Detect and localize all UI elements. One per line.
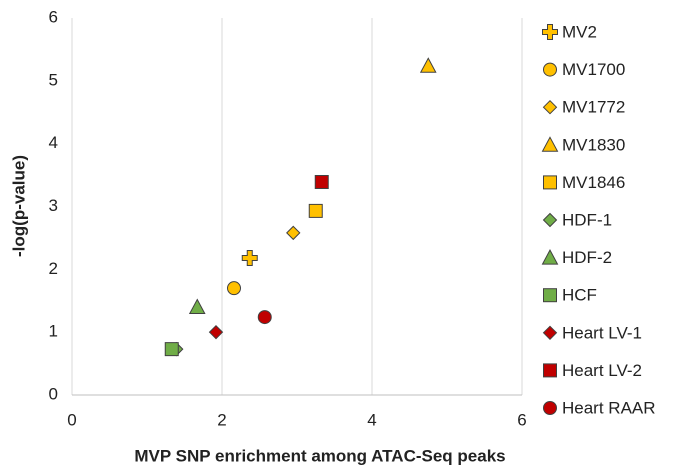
point — [241, 250, 258, 267]
point — [257, 310, 272, 325]
x-tick-label: 6 — [517, 410, 526, 429]
y-tick-label: 0 — [49, 384, 58, 403]
y-tick-label: 4 — [49, 133, 58, 152]
y-tick-label: 2 — [49, 259, 58, 278]
x-tick-label: 0 — [67, 410, 76, 429]
legend-label: HDF-2 — [562, 248, 612, 267]
legend-marker — [543, 363, 557, 378]
legend-marker — [541, 249, 559, 265]
point — [188, 298, 206, 315]
legend-marker — [542, 99, 558, 115]
point — [314, 174, 329, 189]
y-tick-label: 3 — [49, 196, 58, 215]
x-tick-label: 2 — [217, 410, 226, 429]
y-tick-label: 1 — [49, 322, 58, 341]
legend-marker — [541, 136, 559, 152]
legend-marker — [542, 325, 558, 341]
x-tick-label: 4 — [367, 410, 376, 429]
legend-marker — [542, 24, 558, 40]
legend-marker — [542, 212, 558, 228]
legend-marker — [543, 288, 557, 303]
legend-label: MV1772 — [562, 98, 625, 117]
x-axis-title: MVP SNP enrichment among ATAC-Seq peaks — [134, 446, 505, 465]
point — [286, 225, 301, 241]
legend-marker — [543, 175, 557, 190]
legend-marker — [543, 62, 557, 77]
y-tick-label: 5 — [49, 70, 58, 89]
y-axis-title: -log(p-value) — [9, 155, 28, 257]
legend-label: HDF-1 — [562, 210, 612, 229]
point — [419, 57, 437, 73]
point — [164, 342, 179, 357]
legend-label: Heart RAAR — [562, 398, 656, 417]
legend-label: HCF — [562, 286, 597, 305]
legend-label: MV2 — [562, 22, 597, 41]
point — [308, 203, 323, 218]
legend-label: Heart LV-2 — [562, 361, 642, 380]
legend-label: MV1700 — [562, 60, 625, 79]
legend-label: Heart LV-1 — [562, 323, 642, 342]
point — [208, 324, 224, 340]
point — [227, 281, 241, 296]
legend-label: MV1830 — [562, 135, 625, 154]
legend-marker — [543, 401, 557, 415]
legend-label: MV1846 — [562, 173, 625, 192]
y-tick-label: 6 — [49, 7, 58, 26]
